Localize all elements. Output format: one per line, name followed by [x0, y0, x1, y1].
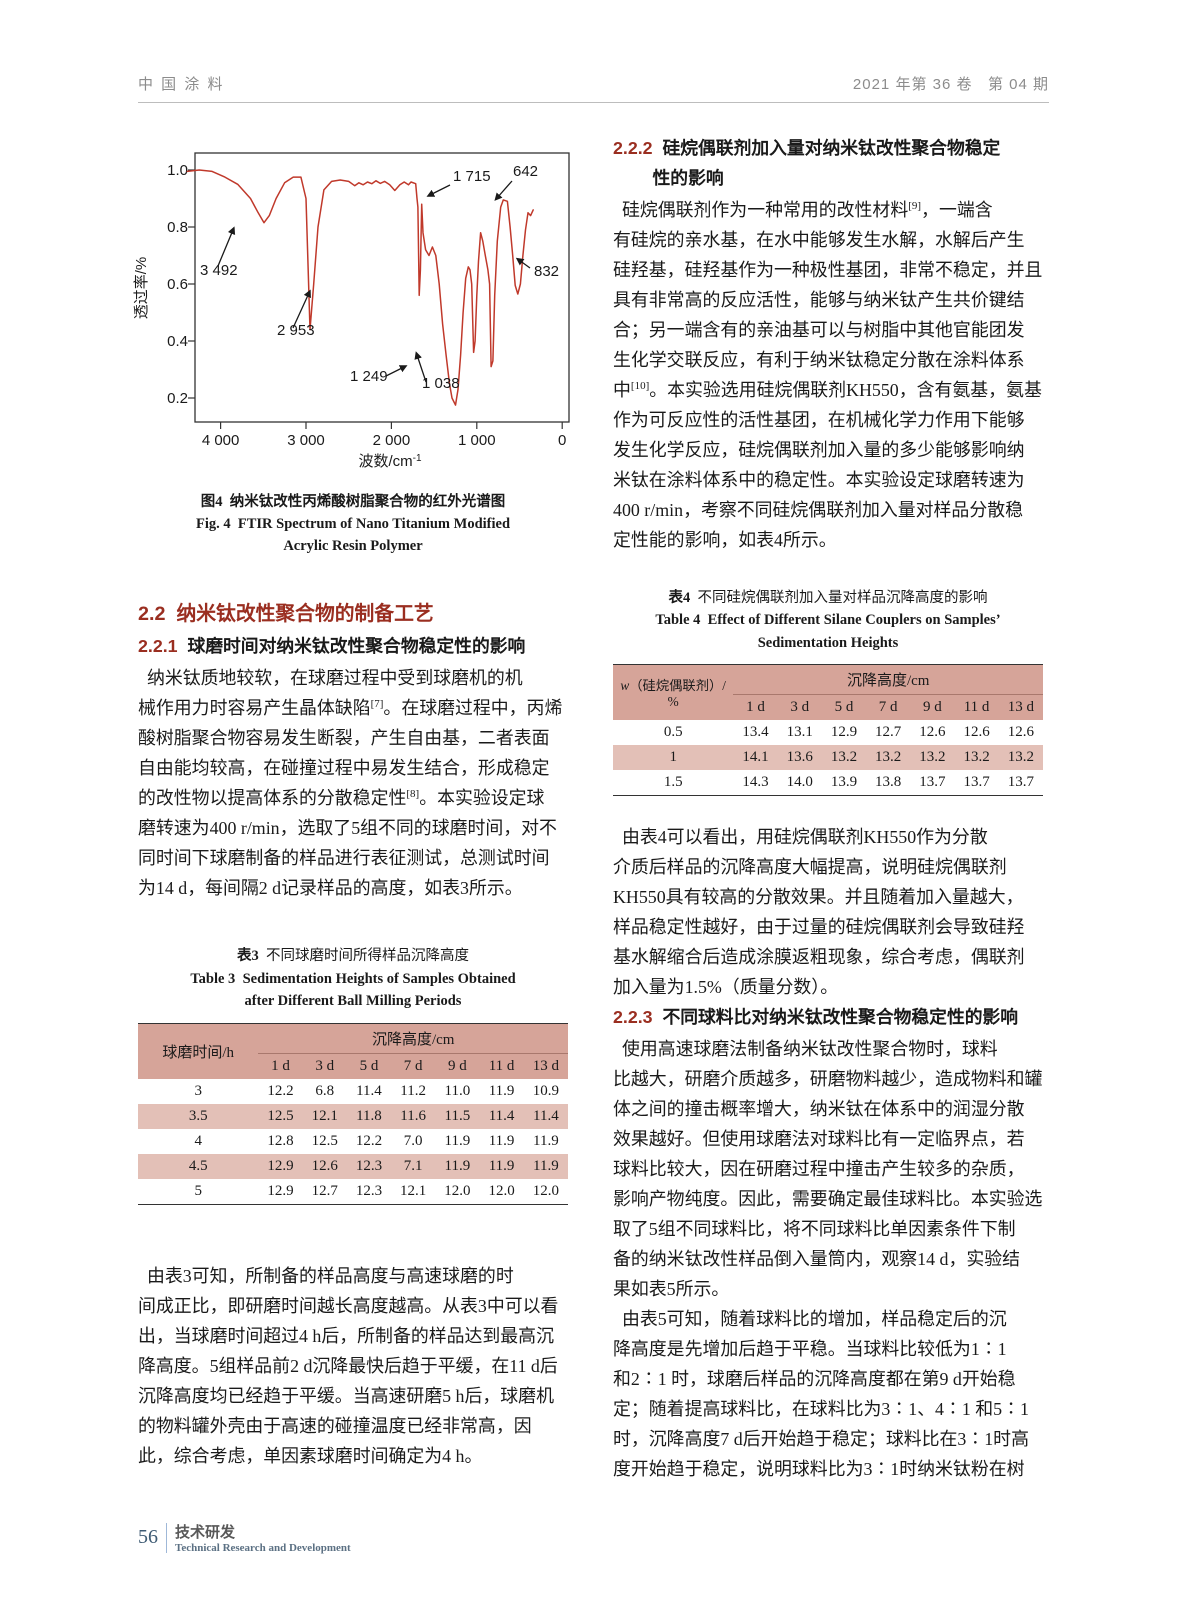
- svg-text:2 953: 2 953: [277, 322, 315, 339]
- svg-text:0.8: 0.8: [167, 219, 188, 236]
- svg-text:1 038: 1 038: [422, 375, 460, 392]
- svg-text:0: 0: [558, 432, 566, 449]
- svg-text:1 715: 1 715: [453, 168, 491, 185]
- svg-text:波数/cm-1: 波数/cm-1: [358, 453, 422, 471]
- svg-text:0.6: 0.6: [167, 276, 188, 293]
- svg-text:2 000: 2 000: [373, 432, 411, 449]
- svg-text:1 000: 1 000: [458, 432, 496, 449]
- svg-text:642: 642: [513, 163, 538, 180]
- svg-text:透过率/%: 透过率/%: [133, 257, 150, 320]
- svg-text:0.2: 0.2: [167, 390, 188, 407]
- svg-text:3 000: 3 000: [287, 432, 325, 449]
- svg-text:1.0: 1.0: [167, 162, 188, 179]
- svg-text:1 249: 1 249: [350, 368, 388, 385]
- svg-text:4 000: 4 000: [202, 432, 240, 449]
- svg-text:832: 832: [534, 263, 559, 280]
- svg-text:0.4: 0.4: [167, 333, 188, 350]
